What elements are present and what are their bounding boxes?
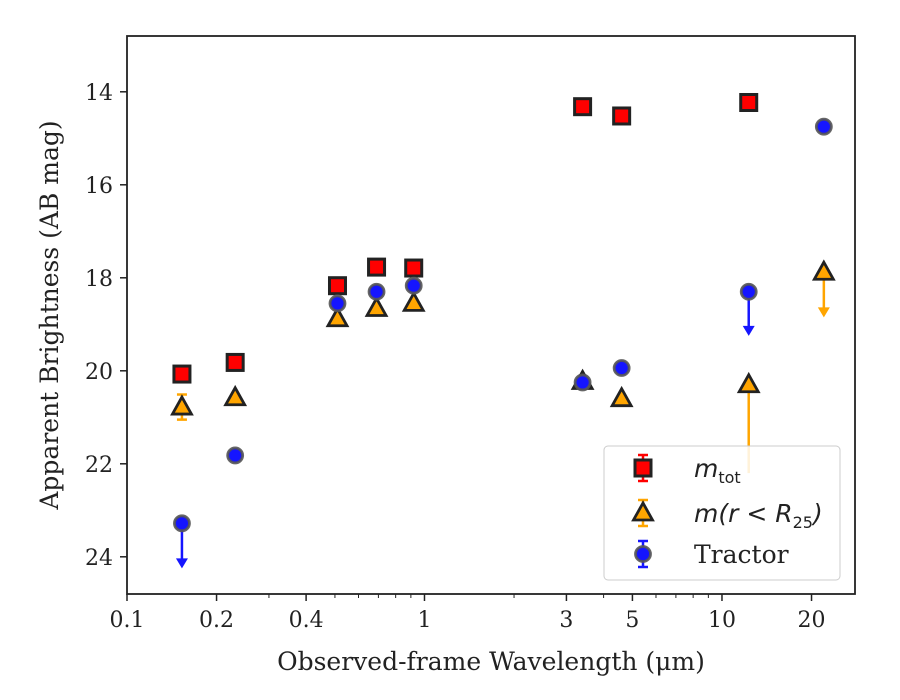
plot-frame	[126, 35, 856, 595]
triangle-marker	[811, 259, 836, 281]
square-marker	[367, 257, 387, 277]
circle-marker	[739, 282, 758, 301]
x-tick-label: 1	[417, 608, 431, 633]
x-tick-label: 5	[625, 608, 639, 633]
legend-entry: m(r < R25)	[631, 498, 823, 532]
x-tick-label: 0.2	[199, 608, 234, 633]
triangle-marker	[631, 500, 655, 522]
upper-limit-arrowhead	[742, 325, 755, 336]
circle-marker	[634, 545, 652, 563]
circle-marker	[404, 276, 423, 295]
x-tick-label: 10	[708, 608, 736, 633]
circle-marker	[573, 373, 592, 392]
triangle-marker	[325, 305, 350, 328]
circle-marker	[173, 514, 191, 533]
triangle-marker	[223, 384, 248, 407]
triangle-marker	[364, 295, 389, 317]
triangle-marker	[736, 371, 761, 394]
triangle-marker	[609, 385, 634, 408]
legend-box	[603, 445, 841, 581]
circle-marker	[328, 294, 347, 313]
x-tick-label: 3	[559, 608, 573, 633]
upper-limit-arrowhead	[175, 558, 188, 569]
triangle-marker	[401, 290, 426, 312]
square-marker	[573, 97, 593, 117]
y-tick-label: 18	[85, 267, 113, 292]
upper-limit-arrowhead	[817, 307, 830, 318]
y-tick-label: 22	[85, 453, 113, 478]
circle-marker	[226, 446, 245, 465]
circle-marker	[612, 359, 631, 377]
square-marker	[739, 92, 759, 112]
square-marker	[404, 258, 424, 278]
y-tick-label: 20	[85, 360, 113, 385]
data-layer	[170, 92, 836, 569]
x-axis-ticks: 0.1 0.2 0.4 1 3 5 10 20	[110, 594, 826, 633]
series-m-tot	[172, 92, 759, 384]
circle-marker	[367, 282, 386, 301]
y-tick-label: 16	[85, 174, 113, 199]
series-m-r25	[170, 259, 836, 474]
legend-label: Tractor	[694, 540, 789, 569]
square-marker	[172, 364, 192, 384]
y-axis-ticks: 14 16 18 20 22 24	[85, 81, 127, 571]
legend-label: m(r < R25)	[694, 499, 823, 532]
legend-entry: Tractor	[634, 539, 789, 569]
x-tick-label: 0.1	[110, 608, 145, 633]
x-axis-label: Observed-frame Wavelength (μm)	[277, 647, 705, 676]
triangle-marker	[170, 394, 194, 416]
y-axis-label: Apparent Brightness (AB mag)	[35, 120, 64, 510]
y-tick-label: 14	[85, 81, 113, 106]
square-marker	[612, 106, 632, 126]
series-tractor	[173, 117, 833, 569]
square-marker	[225, 352, 245, 372]
circle-marker	[814, 117, 833, 136]
x-tick-label: 0.4	[289, 608, 324, 633]
square-marker	[327, 276, 347, 296]
y-tick-label: 24	[85, 546, 113, 571]
x-tick-label: 20	[798, 608, 826, 633]
square-marker	[633, 458, 653, 478]
